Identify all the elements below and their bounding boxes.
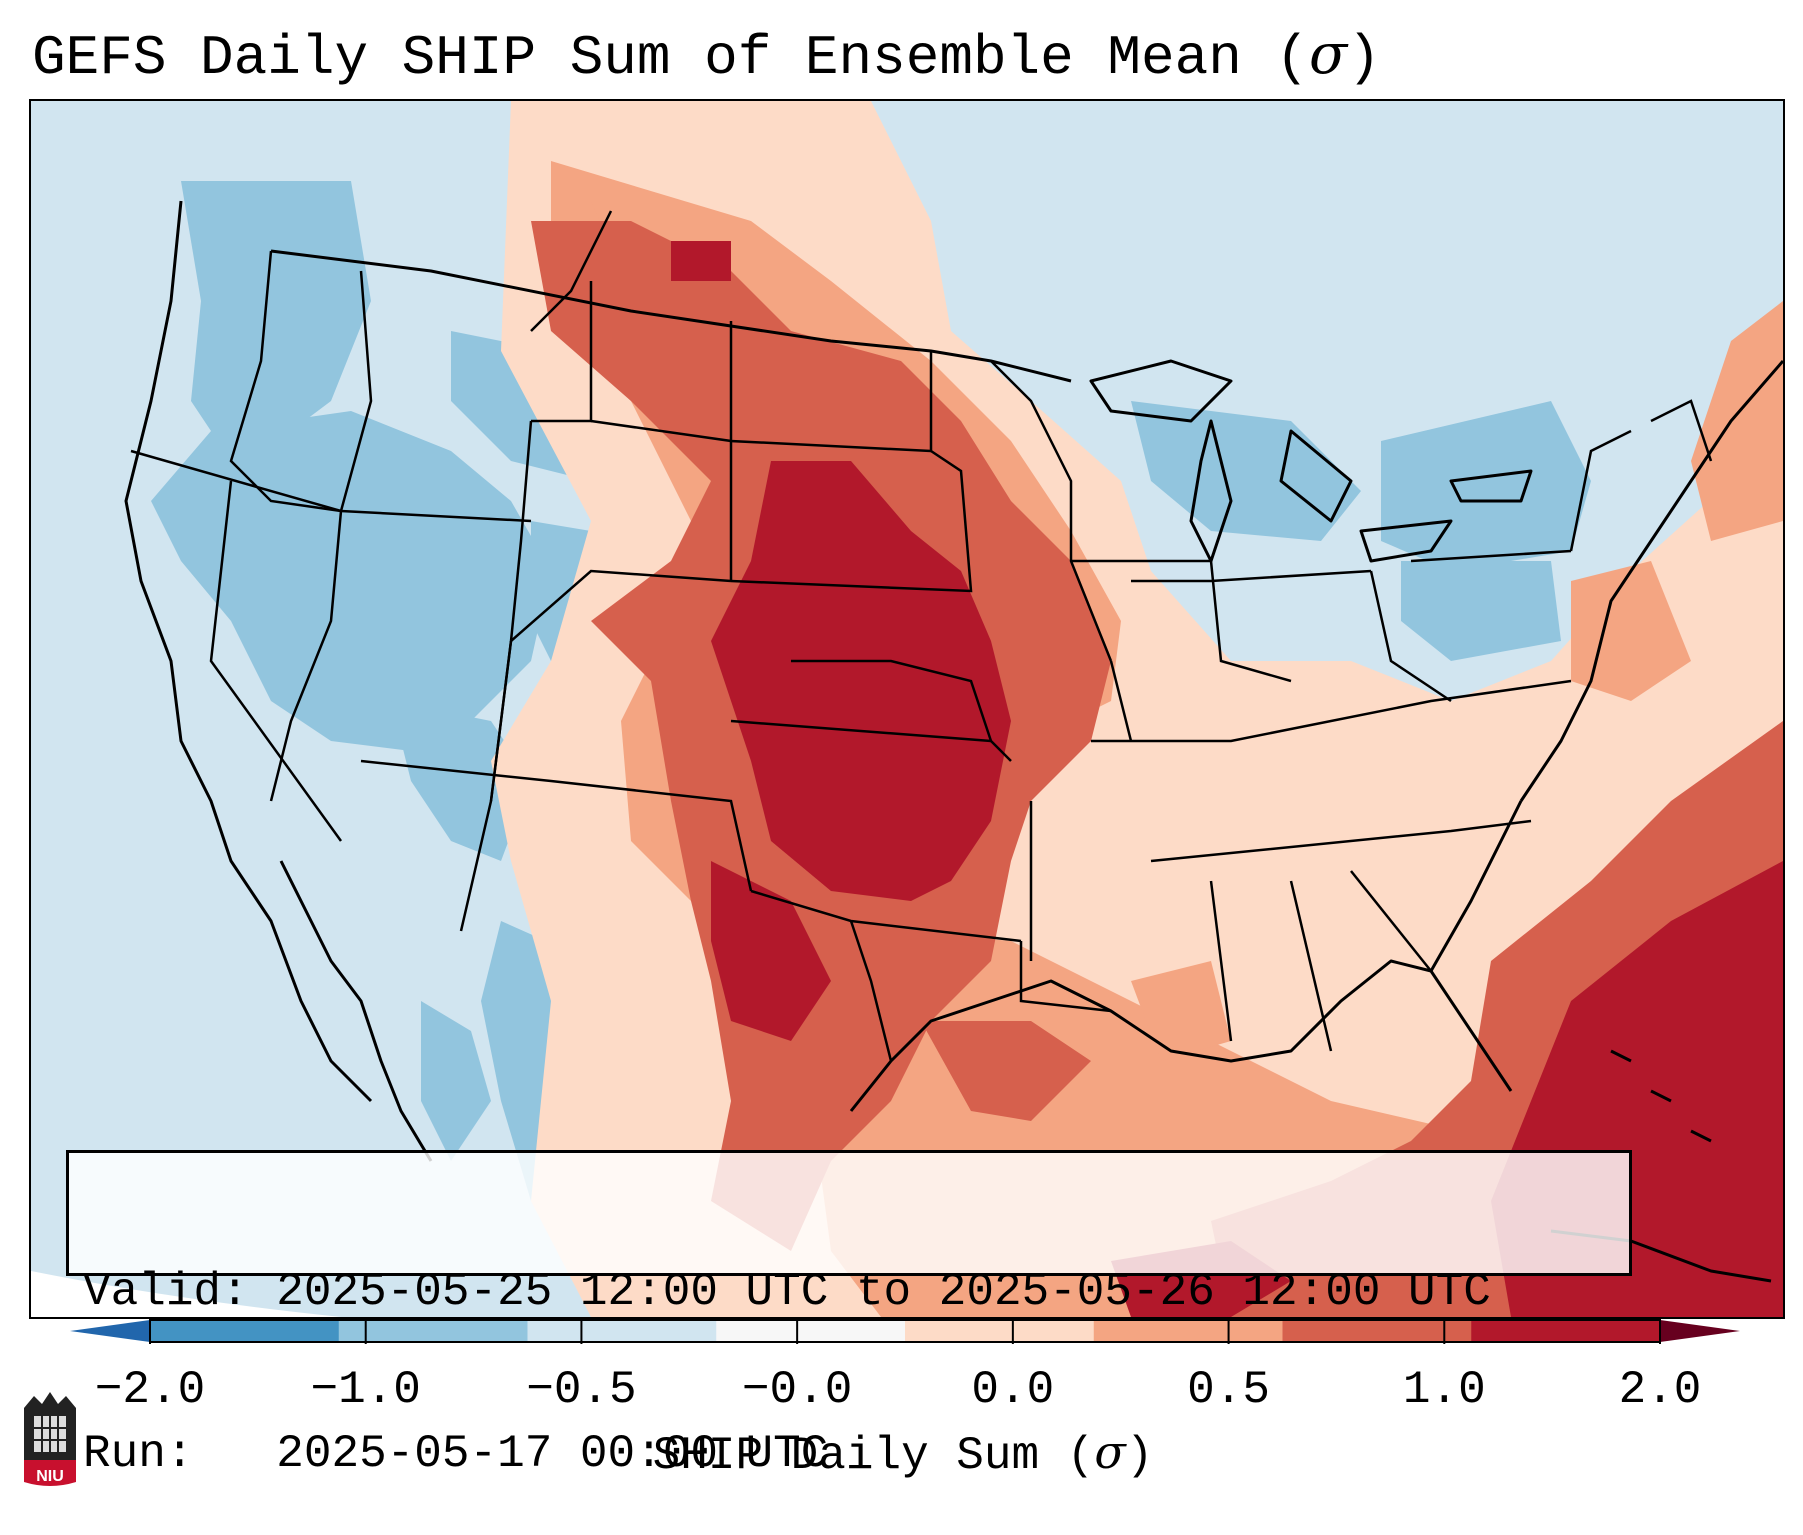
colorbar-label-close: ) — [1125, 1430, 1154, 1482]
colorbar-tick-label: 0.0 — [971, 1364, 1055, 1416]
colorbar-segment — [150, 1320, 340, 1342]
colorbar-segment — [1471, 1320, 1661, 1342]
logo-text: NIU — [36, 1468, 64, 1485]
west-coastline — [124, 200, 373, 1103]
colorbar-segments — [150, 1320, 1661, 1342]
colorbar-tick-label: 2.0 — [1618, 1364, 1702, 1416]
run-label: Run: — [83, 1428, 194, 1480]
colorbar-tick-label: −2.0 — [94, 1364, 206, 1416]
colorbar — [70, 1319, 1740, 1344]
logo-shield-bottom — [24, 1460, 76, 1486]
colorbar-tick-label: −1.0 — [310, 1364, 421, 1416]
run-value: 2025-05-17 00:00 UTC — [276, 1428, 829, 1480]
baja-coastline — [279, 860, 433, 1162]
gulf-coastline — [849, 959, 1513, 1112]
page-title: GEFS Daily SHIP Sum of Ensemble Mean (σ) — [32, 22, 1381, 91]
lake-ontario — [1449, 469, 1533, 503]
valid-label: Valid: — [83, 1266, 249, 1318]
run-line: Run: 2025-05-17 00:00 UTC — [83, 1427, 1615, 1481]
colorbar-ticks — [149, 1320, 1661, 1344]
colorbar-tick-label: 1.0 — [1402, 1364, 1486, 1416]
colorbar-over-arrow — [1660, 1320, 1740, 1342]
map-edge-blank — [31, 1271, 342, 1317]
colorbar-segment — [338, 1320, 528, 1342]
niu-logo: NIU — [20, 1390, 80, 1490]
lake-michigan — [1189, 419, 1233, 563]
valid-run-info-box: Valid: 2025-05-25 12:00 UTC to 2025-05-2… — [66, 1150, 1632, 1480]
florida-coast — [1429, 800, 1523, 972]
colorbar-label: SHIP Daily Sum (σ) — [653, 1425, 1154, 1483]
title-sigma: σ — [1309, 22, 1348, 87]
colorbar-under-arrow — [70, 1320, 150, 1342]
colorbar-segment — [1093, 1320, 1283, 1342]
colorbar-segment — [527, 1320, 717, 1342]
lake-erie — [1359, 519, 1453, 563]
lake-huron — [1279, 429, 1353, 523]
state-borders — [130, 210, 1713, 1062]
ship-field-map — [31, 101, 1783, 1317]
colorbar-segment — [716, 1320, 906, 1342]
valid-value: 2025-05-25 12:00 UTC to 2025-05-26 12:00… — [276, 1266, 1491, 1318]
title-close: ) — [1347, 26, 1381, 90]
colorbar-segment — [1282, 1320, 1472, 1342]
lake-superior — [1089, 359, 1233, 423]
bahamas-outline — [1610, 1049, 1712, 1143]
colorbar-label-text: SHIP Daily Sum ( — [652, 1430, 1095, 1482]
niu-logo-icon — [24, 1392, 76, 1486]
colorbar-tick-label: 0.5 — [1187, 1364, 1270, 1416]
logo-window-grid — [34, 1416, 66, 1452]
valid-line: Valid: 2025-05-25 12:00 UTC to 2025-05-2… — [83, 1265, 1615, 1319]
colorbar-segment — [905, 1320, 1095, 1342]
colorbar-label-sigma: σ — [1094, 1425, 1126, 1479]
east-coastline — [1519, 360, 1783, 802]
colorbar-tick-label: −0.0 — [741, 1364, 853, 1416]
colorbar-tick-label: −0.5 — [526, 1364, 637, 1416]
title-text: GEFS Daily SHIP Sum of Ensemble Mean ( — [32, 26, 1310, 90]
coastline-and-borders — [124, 200, 1783, 1283]
map-panel — [29, 99, 1785, 1319]
negative-anomaly-west — [151, 181, 1591, 1201]
